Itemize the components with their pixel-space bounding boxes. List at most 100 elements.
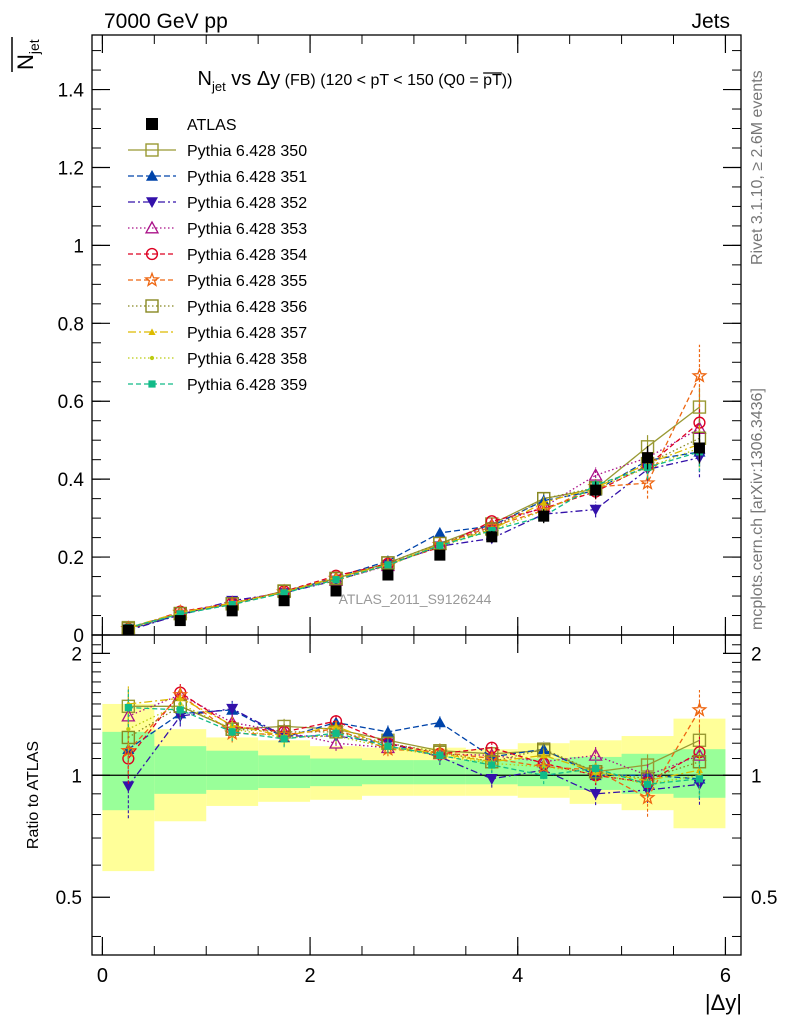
x-tick-label: 4 — [512, 965, 523, 987]
ratio-y-tick-label-right: 1 — [751, 766, 762, 787]
ratio-point — [176, 706, 184, 714]
ratio-line — [128, 705, 700, 773]
data-point — [433, 526, 446, 538]
data-point — [639, 474, 656, 490]
legend-marker — [143, 271, 161, 287]
data-point — [176, 610, 184, 618]
ratio-tick-labels: 0.5 0.5 1 1 2 2 0 2 4 6 — [56, 644, 778, 987]
title-vs: vs — [226, 68, 257, 90]
y-axis-label-top: Njet — [11, 37, 42, 72]
title-dy: Δy — [257, 68, 280, 90]
inner-band-segment — [206, 750, 259, 790]
main-y-tick-label: 0.4 — [58, 470, 85, 491]
legend-marker — [148, 328, 156, 335]
main-y-tick-label: 0 — [73, 626, 84, 647]
main-y-tick-label: 0.2 — [58, 548, 84, 569]
ratio-line — [127, 691, 700, 784]
data-point — [332, 576, 340, 584]
inner-band-segment — [258, 755, 311, 789]
atlas-data-point — [382, 569, 394, 581]
title-n: N — [198, 68, 212, 90]
main-y-tick-label: 1 — [73, 236, 84, 257]
title-close: )) — [502, 72, 513, 89]
series-line — [128, 451, 700, 629]
ratio-line — [128, 697, 700, 782]
ratio-point — [540, 771, 548, 779]
legend-label: Pythia 6.428 351 — [187, 169, 307, 186]
ratio-point — [541, 764, 546, 769]
main-y-tick-label: 1.2 — [58, 158, 84, 179]
mcplots-text: mcplots.cern.ch [arXiv:1306.3436] — [749, 388, 766, 630]
legend-label: Pythia 6.428 359 — [187, 377, 307, 394]
title-n-sub: jet — [211, 79, 226, 94]
data-point — [280, 589, 288, 597]
title-range: (120 < pT < 150 (Q0 = — [320, 72, 483, 89]
legend-entry: Pythia 6.428 356 — [128, 299, 307, 316]
legend: ATLAS Pythia 6.428 350 Pythia 6.428 351 Pyt… — [128, 117, 307, 394]
series-line — [128, 457, 700, 631]
ratio-plot-frame — [91, 634, 742, 956]
y-axis-label-ratio: Ratio to ATLAS — [25, 741, 42, 849]
ratio-point — [332, 722, 340, 730]
main-y-tick-label: 0.8 — [58, 314, 84, 335]
inner-band-segment — [154, 746, 207, 794]
x-axis-label: |Δy| — [705, 990, 742, 1015]
main-y-tick-label: 1.4 — [58, 81, 85, 102]
ratio-line — [128, 706, 700, 785]
atlas-data-point — [642, 452, 654, 464]
ratio-y-tick-label-left: 0.5 — [56, 888, 82, 909]
header-left: 7000 GeV pp — [104, 10, 228, 33]
ratio-line — [127, 693, 701, 799]
ratio-point — [174, 711, 187, 723]
ratio-point — [381, 725, 394, 737]
ratio-point — [485, 774, 498, 785]
ratio-series-pythia-6-428-359 — [124, 689, 704, 799]
ratio-y-tick-label-left: 2 — [71, 644, 82, 665]
data-point — [488, 526, 496, 535]
ratio-point — [124, 703, 132, 712]
ratio-point — [433, 716, 446, 728]
series-line — [128, 443, 700, 629]
main-y-tick-labels: 0 0.2 0.4 0.6 0.8 1 1.2 1.4 — [58, 81, 85, 647]
legend-entry: Pythia 6.428 357 — [128, 325, 307, 342]
main-y-tick-label: 0.6 — [58, 392, 84, 413]
atlas-data-point — [590, 484, 602, 496]
y-label-n: N — [13, 54, 38, 70]
ratio-line — [127, 708, 700, 795]
ratio-point — [643, 780, 652, 788]
legend-entry: Pythia 6.428 352 — [128, 195, 307, 212]
legend-label: Pythia 6.428 352 — [187, 195, 307, 212]
legend-entry: Pythia 6.428 354 — [128, 247, 307, 264]
data-point — [540, 498, 548, 506]
atlas-data-point — [538, 510, 550, 522]
legend-label: Pythia 6.428 358 — [187, 351, 307, 368]
rivet-version-text: Rivet 3.1.10, ≥ 2.6M events — [749, 70, 766, 265]
legend-label: Pythia 6.428 350 — [187, 143, 307, 160]
legend-marker — [145, 143, 159, 157]
ratio-y-tick-label-right: 2 — [751, 644, 762, 665]
ratio-point — [695, 766, 704, 774]
ratio-point — [126, 727, 131, 732]
legend-marker — [146, 118, 158, 130]
ratio-point — [328, 735, 344, 749]
ratio-point — [384, 742, 392, 750]
ratio-point — [228, 728, 236, 736]
legend-entry: Pythia 6.428 358 — [128, 351, 307, 368]
analysis-watermark: ATLAS_2011_S9126244 — [339, 591, 492, 607]
legend-marker — [145, 299, 159, 313]
ratio-y-tick-label-left: 1 — [71, 766, 82, 787]
atlas-data-point — [226, 605, 238, 617]
ratio-point — [540, 751, 548, 759]
ratio-point — [280, 735, 288, 743]
atlas-data-point — [693, 442, 705, 454]
data-point — [436, 541, 444, 549]
inner-band-segment — [310, 758, 362, 787]
legend-entry: Pythia 6.428 351 — [128, 169, 307, 186]
ratio-line — [127, 705, 700, 780]
atlas-data-point — [278, 595, 290, 607]
legend-entry: Pythia 6.428 355 — [128, 271, 307, 290]
y-label-sub: jet — [26, 39, 42, 55]
legend-marker — [145, 247, 159, 261]
